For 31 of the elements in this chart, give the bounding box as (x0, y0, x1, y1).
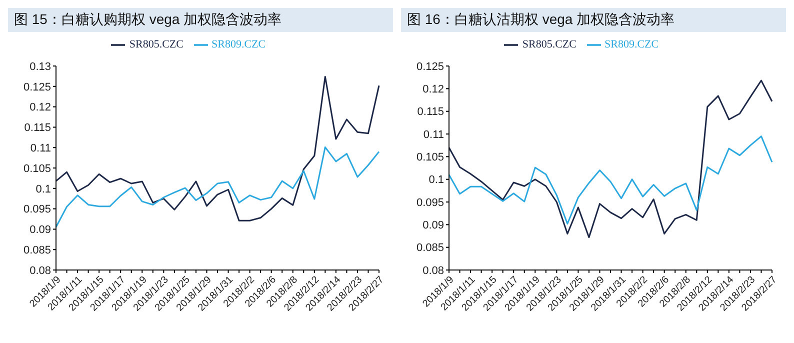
y-tick-label: 0.125 (416, 60, 444, 73)
y-tick-label: 0.08 (30, 264, 51, 277)
y-tick-label: 0.125 (23, 81, 51, 94)
chart-title: 图 15：白糖认购期权 vega 加权隐含波动率 (8, 8, 393, 32)
line-series (55, 76, 380, 222)
y-tick-label: 0.09 (422, 220, 444, 232)
line-series (448, 80, 773, 238)
legend-label: SR805.CZC (129, 38, 184, 51)
legend-label: SR809.CZC (604, 38, 659, 51)
y-tick-label: 0.085 (23, 244, 51, 257)
y-tick-label: 0.1 (428, 174, 444, 186)
y-tick-label: 0.13 (30, 60, 51, 73)
y-tick-label: 0.11 (30, 142, 51, 155)
legend-label: SR805.CZC (522, 38, 576, 51)
y-tick-label: 0.095 (23, 204, 51, 216)
y-tick-label: 0.115 (24, 122, 51, 134)
y-tick-label: 0.11 (423, 128, 444, 141)
y-tick-label: 0.105 (416, 152, 444, 164)
y-tick-label: 0.08 (422, 264, 444, 277)
y-tick-label: 0.12 (30, 102, 51, 114)
y-tick-label: 0.12 (422, 84, 444, 96)
y-tick-label: 0.1 (36, 183, 51, 196)
y-tick-label: 0.085 (416, 242, 444, 254)
y-tick-label: 0.105 (23, 162, 51, 175)
y-tick-label: 0.09 (30, 224, 51, 236)
y-tick-label: 0.095 (416, 196, 444, 209)
line-series (55, 146, 380, 228)
y-tick-label: 0.115 (417, 106, 444, 118)
chart-title: 图 16：白糖认沽期权 vega 加权隐含波动率 (401, 8, 786, 32)
legend-label: SR809.CZC (212, 38, 266, 51)
line-series (448, 136, 773, 225)
